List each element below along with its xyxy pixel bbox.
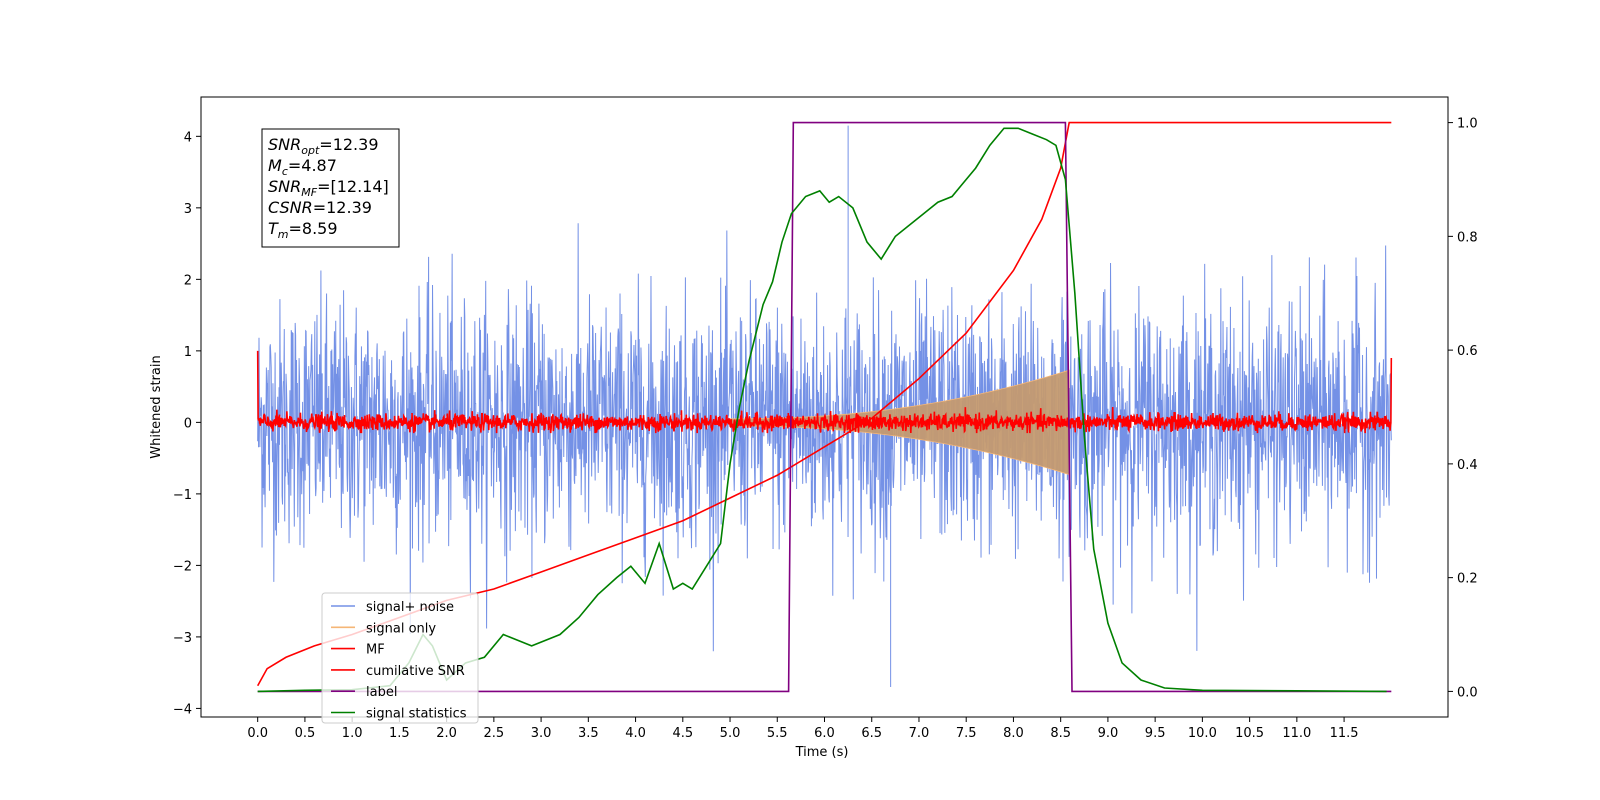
x-tick-label: 4.5 [672,726,693,741]
y-tick-label-left: −1 [173,488,192,503]
x-tick-label: 8.5 [1050,726,1071,741]
annotation-line: SNRopt=12.39 [268,135,379,157]
legend-label: cumilative SNR [366,664,465,679]
y-tick-label-right: 0.6 [1457,344,1478,359]
legend-label: label [366,685,397,700]
y-tick-label-left: −2 [173,559,192,574]
legend-label: signal only [366,621,436,636]
x-tick-label: 6.0 [814,726,835,741]
x-axis-label: Time (s) [795,745,849,760]
x-tick-label: 8.0 [1003,726,1024,741]
x-tick-label: 3.0 [531,726,552,741]
y-tick-label-left: 0 [184,416,192,431]
x-tick-label: 11.0 [1282,726,1311,741]
x-tick-label: 2.5 [484,726,505,741]
legend-label: signal+ noise [366,600,454,615]
x-tick-label: 6.5 [861,726,882,741]
legend-frame [321,592,479,724]
y-axis-label-left: Whitened strain [149,355,164,458]
x-tick-label: 5.5 [767,726,788,741]
y-tick-label-left: 3 [184,202,192,217]
x-tick-label: 9.0 [1098,726,1119,741]
annotation-box: SNRopt=12.39Mc=4.87SNRMF=[12.14]CSNR=12.… [261,128,400,248]
x-tick-label: 11.5 [1330,726,1359,741]
y-tick-label-right: 0.4 [1457,458,1478,473]
y-tick-label-left: 1 [184,345,192,360]
annotation-line: Mc=4.87 [268,156,337,178]
x-tick-label: 10.0 [1188,726,1217,741]
x-tick-label: 0.5 [295,726,316,741]
y-tick-label-left: −4 [173,702,192,717]
annotation-line: Tm=8.59 [268,219,338,241]
x-tick-label: 0.0 [247,726,268,741]
x-tick-label: 1.0 [342,726,363,741]
y-tick-label-left: 2 [184,273,192,288]
y-tick-label-right: 0.0 [1457,685,1478,700]
series-signal-noise [257,125,1392,687]
series-mf [256,350,1393,434]
x-tick-label: 10.5 [1235,726,1264,741]
x-tick-label: 2.0 [436,726,457,741]
legend: signal+ noise signal only MF cumilative SNR… [321,592,479,724]
x-tick-label: 4.0 [625,726,646,741]
x-tick-label: 9.5 [1145,726,1166,741]
y-tick-label-left: −3 [173,631,192,646]
y-tick-label-left: 4 [184,130,192,145]
x-tick-label: 7.5 [956,726,977,741]
annotation-line: CSNR=12.39 [268,198,372,217]
series-label [257,121,1392,693]
annotation-frame [261,128,400,248]
series-signal-statistics [257,127,1387,693]
x-tick-label: 1.5 [389,726,410,741]
tick-marks: 0.0 0.5 1.0 1.5 2.0 2.5 3.0 3.5 4.0 4.5 5.0 5.5 6.0 6… [173,117,1478,741]
legend-label: MF [366,643,385,658]
y-tick-label-right: 0.8 [1457,230,1478,245]
y-tick-label-right: 1.0 [1457,117,1478,132]
y-tick-label-right: 0.2 [1457,572,1478,587]
plot-area [256,121,1393,693]
annotation-line: SNRMF=[12.14] [268,177,389,199]
x-tick-label: 7.0 [909,726,930,741]
x-tick-label: 3.5 [578,726,599,741]
x-tick-label: 5.0 [720,726,741,741]
legend-label: signal statistics [366,707,467,722]
